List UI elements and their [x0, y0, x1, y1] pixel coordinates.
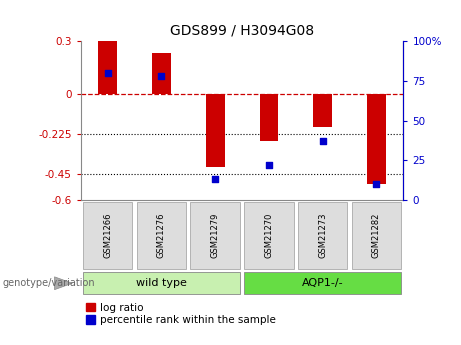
Text: GSM21273: GSM21273 [318, 213, 327, 258]
Bar [98, 41, 117, 94]
FancyBboxPatch shape [136, 201, 186, 269]
Bar [152, 53, 171, 94]
Text: GSM21270: GSM21270 [265, 213, 273, 258]
Text: GSM21279: GSM21279 [211, 213, 219, 258]
FancyBboxPatch shape [244, 272, 401, 294]
Legend: log ratio, percentile rank within the sample: log ratio, percentile rank within the sa… [86, 303, 276, 325]
FancyBboxPatch shape [244, 201, 294, 269]
Point [319, 139, 326, 144]
Text: GSM21276: GSM21276 [157, 213, 166, 258]
Text: GSM21282: GSM21282 [372, 213, 381, 258]
Polygon shape [54, 277, 72, 290]
FancyBboxPatch shape [298, 201, 348, 269]
Text: AQP1-/-: AQP1-/- [302, 278, 343, 288]
Bar [206, 94, 225, 167]
Bar [260, 94, 278, 141]
FancyBboxPatch shape [190, 201, 240, 269]
Bar [313, 94, 332, 127]
Point [158, 73, 165, 79]
Point [104, 70, 111, 76]
Text: wild type: wild type [136, 278, 187, 288]
Point [265, 162, 272, 168]
Text: GSM21266: GSM21266 [103, 213, 112, 258]
Text: genotype/variation: genotype/variation [2, 278, 95, 288]
FancyBboxPatch shape [83, 201, 132, 269]
FancyBboxPatch shape [83, 272, 240, 294]
Bar [367, 94, 386, 184]
Point [212, 177, 219, 182]
Title: GDS899 / H3094G08: GDS899 / H3094G08 [170, 23, 314, 38]
FancyBboxPatch shape [352, 201, 401, 269]
Point [373, 181, 380, 187]
